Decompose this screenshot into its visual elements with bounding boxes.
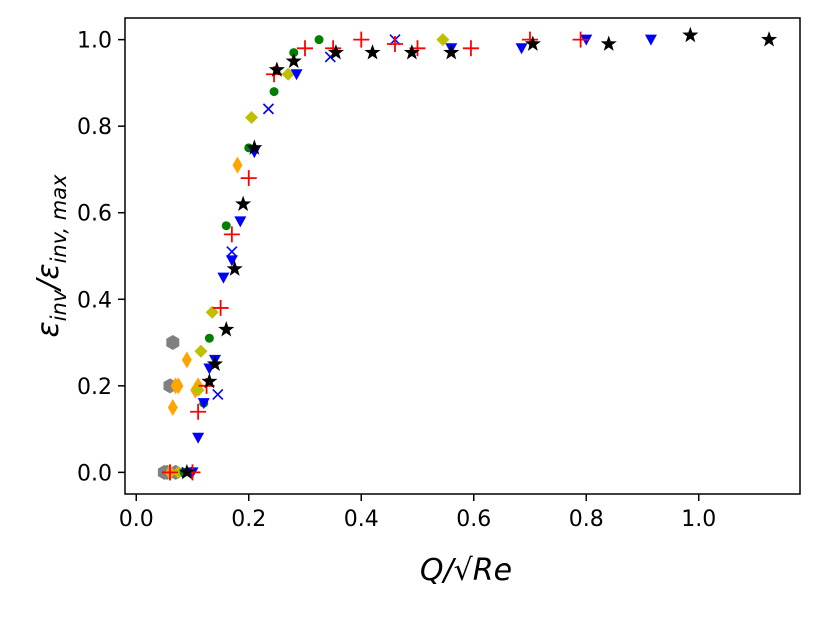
x-tick-label: 0.4 (344, 507, 379, 532)
y-axis-label: εinv/εinv, max (31, 174, 71, 338)
data-point (644, 34, 657, 46)
data-point (204, 333, 214, 343)
y-tick-label: 0.4 (77, 288, 112, 313)
data-point (212, 299, 229, 316)
y-axis-label-main-2: ε (31, 263, 66, 279)
data-point (212, 388, 224, 401)
data-point (524, 35, 541, 51)
data-point (181, 351, 192, 369)
data-point (173, 377, 184, 395)
data-point (600, 35, 617, 51)
y-axis-label-sub-2: inv, max (47, 174, 71, 264)
data-point (245, 111, 259, 125)
x-axis-ticks: 0.0 0.2 0.4 0.6 0.8 1.0 (119, 494, 716, 532)
data-point (285, 52, 302, 69)
x-tick-label: 0.2 (231, 507, 266, 532)
data-point (246, 139, 263, 155)
data-point (166, 335, 180, 351)
data-point (223, 226, 240, 243)
data-point (197, 398, 210, 410)
x-tick-label: 1.0 (681, 507, 716, 532)
y-axis-label-slash: / (31, 277, 66, 293)
data-point (364, 44, 381, 60)
data-point (190, 403, 207, 420)
data-point (191, 383, 205, 397)
data-point (290, 69, 303, 81)
data-point (178, 463, 195, 480)
data-point (162, 464, 178, 481)
x-tick-label: 0.0 (119, 507, 154, 532)
y-axis-ticks: 0.0 0.2 0.4 0.6 0.8 1.0 (77, 29, 125, 486)
data-point (327, 44, 345, 60)
data-point (167, 398, 178, 416)
data-point (235, 195, 252, 211)
data-point (462, 40, 479, 57)
data-point (225, 255, 238, 267)
y-axis-label-sub-1: inv (47, 289, 71, 321)
data-point (269, 87, 279, 97)
data-point (226, 246, 238, 258)
data-point (403, 44, 420, 60)
data-point (234, 216, 247, 228)
data-point (353, 31, 370, 48)
data-point (268, 61, 285, 77)
x-tick-label: 0.6 (456, 507, 491, 532)
data-point (281, 67, 295, 81)
y-tick-label: 0.2 (77, 375, 112, 400)
data-point (289, 48, 299, 58)
data-point (297, 40, 313, 57)
data-point (205, 305, 219, 319)
y-axis-label-main-1: ε (31, 321, 66, 337)
data-point (206, 355, 224, 372)
data-point (572, 31, 589, 48)
y-tick-label: 0.8 (77, 115, 112, 140)
x-tick-label: 0.8 (569, 507, 604, 532)
data-point (314, 35, 324, 45)
data-point (201, 372, 218, 389)
data-point (218, 321, 235, 337)
data-point (194, 344, 208, 358)
data-point (387, 35, 403, 52)
data-point (443, 44, 460, 60)
data-point (436, 33, 450, 47)
plot-frame (124, 17, 801, 495)
y-tick-label: 0.0 (77, 461, 112, 486)
data-point (760, 31, 778, 47)
x-axis-label: Q/√Re (420, 553, 512, 588)
data-point (221, 221, 231, 231)
data-point (515, 43, 528, 55)
data-points (157, 26, 778, 481)
data-point (262, 103, 275, 115)
data-point (192, 432, 205, 444)
data-point (226, 260, 243, 276)
data-point (217, 272, 230, 284)
data-point (682, 26, 699, 43)
y-tick-label: 0.6 (77, 202, 112, 227)
y-tick-label: 1.0 (77, 29, 112, 54)
data-point (232, 156, 243, 174)
data-point (240, 170, 257, 187)
